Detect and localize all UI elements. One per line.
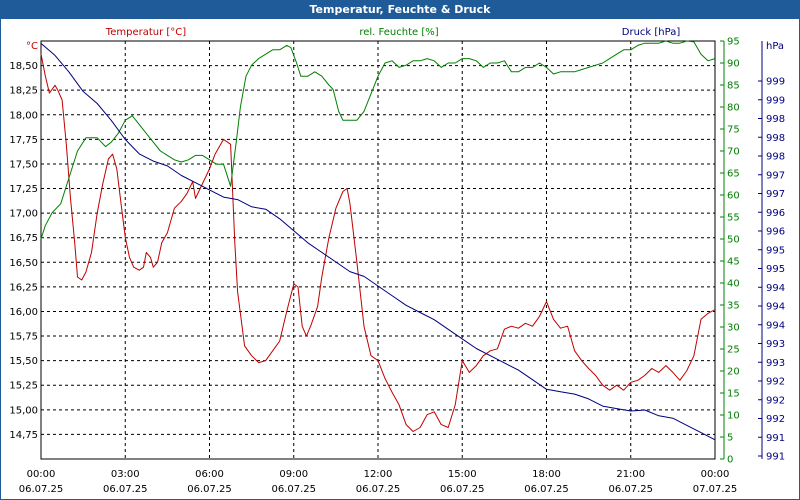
humidity-tick-label: 55 bbox=[727, 213, 740, 224]
x-tick-date: 06.07.25 bbox=[524, 484, 569, 495]
pressure-axis-title: Druck [hPa] bbox=[622, 27, 681, 38]
pressure-tick-label: 998 bbox=[766, 114, 785, 125]
pressure-unit: hPa bbox=[766, 41, 784, 52]
x-tick-date: 06.07.25 bbox=[608, 484, 653, 495]
temperature-unit: °C bbox=[26, 41, 38, 52]
humidity-series-line bbox=[40, 40, 716, 240]
pressure-tick-label: 992 bbox=[766, 377, 785, 388]
temperature-tick-label: 18,50 bbox=[9, 61, 38, 72]
x-tick-date: 06.07.25 bbox=[440, 484, 485, 495]
temperature-tick-label: 16,75 bbox=[9, 233, 38, 244]
pressure-tick-label: 998 bbox=[766, 152, 785, 163]
temperature-series-line bbox=[40, 53, 716, 432]
pressure-series-line bbox=[40, 43, 716, 441]
temperature-tick-label: 14,75 bbox=[9, 430, 38, 441]
temperature-tick-label: 18,25 bbox=[9, 86, 38, 97]
humidity-tick-label: 90 bbox=[727, 59, 740, 70]
humidity-tick-label: 95 bbox=[727, 37, 740, 48]
pressure-tick-label: 992 bbox=[766, 395, 785, 406]
pressure-tick-label: 991 bbox=[766, 433, 785, 444]
humidity-tick-label: 25 bbox=[727, 345, 740, 356]
pressure-tick-label: 995 bbox=[766, 264, 785, 275]
pressure-tick-label: 992 bbox=[766, 414, 785, 425]
temperature-tick-label: 17,75 bbox=[9, 135, 38, 146]
temperature-tick-label: 15,50 bbox=[9, 356, 38, 367]
pressure-tick-label: 991 bbox=[766, 452, 785, 463]
humidity-tick-label: 20 bbox=[727, 367, 740, 378]
temperature-tick-label: 15,25 bbox=[9, 381, 38, 392]
humidity-tick-label: 45 bbox=[727, 257, 740, 268]
x-tick-time: 00:00 bbox=[27, 469, 56, 480]
axes: 00:00 06.07.25 03:00 06.07.25 06:00 06.07.25 0… bbox=[9, 27, 785, 495]
pressure-tick-label: 995 bbox=[766, 245, 785, 256]
humidity-tick-label: 50 bbox=[727, 235, 740, 246]
humidity-tick-label: 70 bbox=[727, 147, 740, 158]
x-tick-date: 06.07.25 bbox=[271, 484, 316, 495]
temperature-tick-label: 15,00 bbox=[9, 405, 38, 416]
humidity-tick-label: 10 bbox=[727, 411, 740, 422]
humidity-tick-label: 30 bbox=[727, 323, 740, 334]
temperature-axis-title: Temperatur [°C] bbox=[105, 27, 186, 38]
pressure-tick-label: 996 bbox=[766, 208, 785, 219]
x-tick-time: 06:00 bbox=[195, 469, 224, 480]
humidity-tick-label: 65 bbox=[727, 169, 740, 180]
pressure-tick-label: 994 bbox=[766, 320, 785, 331]
temperature-tick-label: 17,50 bbox=[9, 159, 38, 170]
humidity-tick-label: 40 bbox=[727, 279, 740, 290]
temperature-tick-label: 16,50 bbox=[9, 258, 38, 269]
x-tick-date: 06.07.25 bbox=[19, 484, 64, 495]
pressure-tick-label: 993 bbox=[766, 358, 785, 369]
x-tick-time: 03:00 bbox=[111, 469, 140, 480]
x-tick-time: 00:00 bbox=[701, 469, 730, 480]
temperature-tick-label: 15,75 bbox=[9, 332, 38, 343]
pressure-tick-label: 999 bbox=[766, 95, 785, 106]
temperature-tick-label: 16,00 bbox=[9, 307, 38, 318]
x-tick-date: 07.07.25 bbox=[693, 484, 738, 495]
x-tick-time: 15:00 bbox=[448, 469, 477, 480]
temperature-tick-label: 17,25 bbox=[9, 184, 38, 195]
pressure-tick-label: 994 bbox=[766, 283, 785, 294]
x-tick-date: 06.07.25 bbox=[103, 484, 148, 495]
humidity-tick-label: 15 bbox=[727, 389, 740, 400]
x-tick-date: 06.07.25 bbox=[356, 484, 401, 495]
x-tick-date: 06.07.25 bbox=[187, 484, 232, 495]
humidity-tick-label: 60 bbox=[727, 191, 740, 202]
humidity-axis-title: rel. Feuchte [%] bbox=[359, 27, 438, 38]
pressure-tick-label: 993 bbox=[766, 339, 785, 350]
humidity-tick-label: 80 bbox=[727, 103, 740, 114]
data-series bbox=[40, 40, 716, 441]
temperature-tick-label: 18,00 bbox=[9, 110, 38, 121]
pressure-tick-label: 996 bbox=[766, 227, 785, 238]
pressure-tick-label: 999 bbox=[766, 77, 785, 88]
humidity-tick-label: 35 bbox=[727, 301, 740, 312]
temperature-tick-label: 17,00 bbox=[9, 209, 38, 220]
x-tick-time: 12:00 bbox=[364, 469, 393, 480]
x-tick-time: 21:00 bbox=[616, 469, 645, 480]
humidity-tick-label: 75 bbox=[727, 125, 740, 136]
pressure-tick-label: 997 bbox=[766, 189, 785, 200]
pressure-tick-label: 998 bbox=[766, 133, 785, 144]
humidity-tick-label: 5 bbox=[727, 433, 733, 444]
humidity-tick-label: 85 bbox=[727, 81, 740, 92]
window-title: Temperatur, Feuchte & Druck bbox=[1, 1, 799, 19]
pressure-tick-label: 997 bbox=[766, 170, 785, 181]
x-tick-time: 18:00 bbox=[532, 469, 561, 480]
x-tick-time: 09:00 bbox=[279, 469, 308, 480]
humidity-tick-label: 0 bbox=[727, 455, 733, 466]
pressure-tick-label: 994 bbox=[766, 302, 785, 313]
temperature-tick-label: 16,25 bbox=[9, 282, 38, 293]
